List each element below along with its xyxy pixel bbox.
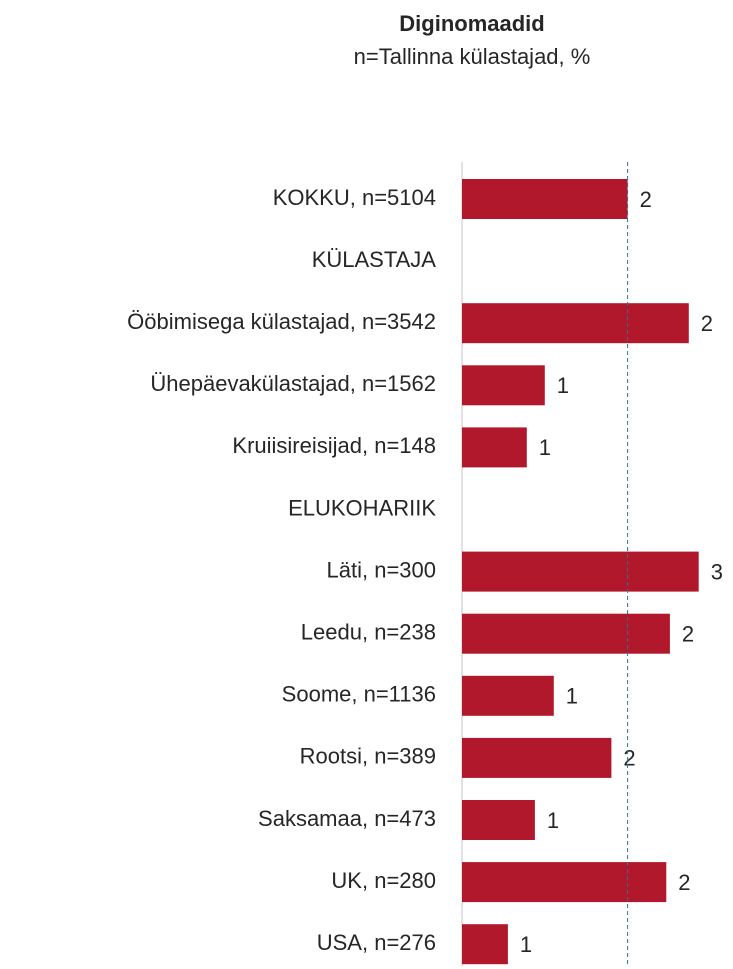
category-label: Saksamaa, n=473	[258, 806, 436, 831]
data-label: 1	[520, 932, 532, 957]
bar	[462, 800, 535, 840]
category-label: Ööbimisega külastajad, n=3542	[127, 309, 436, 334]
category-label: Rootsi, n=389	[300, 744, 436, 769]
bar	[462, 613, 670, 654]
bar	[462, 179, 628, 219]
category-label: Ühepäevakülastajad, n=1562	[150, 371, 436, 396]
data-label: 2	[623, 746, 635, 771]
category-label: Läti, n=300	[327, 557, 436, 582]
category-label: ELUKOHARIIK	[288, 495, 436, 520]
bar	[462, 924, 508, 965]
category-label: KÜLASTAJA	[312, 247, 437, 272]
bar	[462, 365, 545, 406]
bar	[462, 551, 699, 592]
bar	[462, 427, 527, 468]
bar	[462, 303, 689, 344]
data-label: 2	[678, 870, 690, 895]
data-label: 3	[711, 559, 723, 584]
category-label: Soome, n=1136	[282, 682, 436, 707]
bar	[462, 737, 612, 778]
category-label: Leedu, n=238	[301, 620, 436, 645]
category-label: USA, n=276	[317, 930, 436, 955]
category-label: Kruiisireisijad, n=148	[232, 433, 436, 458]
category-label: KOKKU, n=5104	[273, 185, 436, 210]
bar	[462, 675, 554, 716]
chart-subtitle: n=Tallinna külastajad, %	[354, 44, 591, 69]
data-label: 2	[640, 187, 652, 212]
bar	[462, 862, 667, 903]
data-label: 2	[682, 622, 694, 647]
data-label: 1	[557, 373, 569, 398]
data-label: 1	[547, 808, 559, 833]
data-label: 2	[701, 311, 713, 336]
chart-title: Diginomaadid	[399, 11, 544, 36]
category-label: UK, n=280	[331, 868, 436, 893]
data-label: 1	[566, 684, 578, 709]
data-label: 1	[539, 435, 551, 460]
